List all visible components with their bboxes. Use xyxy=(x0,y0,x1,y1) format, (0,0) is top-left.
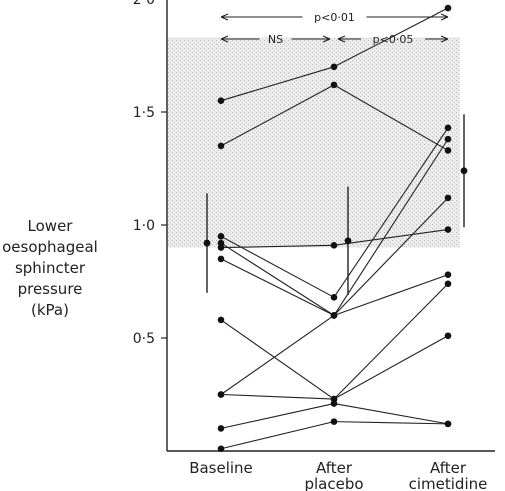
significance-arrowhead xyxy=(440,13,449,21)
y-axis-label: Lower oesophageal sphincter pressure (kPa) xyxy=(2,217,98,319)
significance-label: NS xyxy=(268,33,283,46)
y-axis-label-line: Lower xyxy=(28,217,74,235)
normal-range-band xyxy=(167,37,460,248)
data-point xyxy=(444,420,452,428)
data-point xyxy=(330,418,338,425)
data-point xyxy=(217,391,225,398)
subject-line xyxy=(333,127,449,298)
subject-line xyxy=(220,244,335,249)
data-point xyxy=(444,194,452,202)
subject-line xyxy=(333,402,449,425)
subject-line xyxy=(220,421,335,450)
mean-point xyxy=(203,239,211,247)
data-point xyxy=(444,271,452,279)
subject-line xyxy=(333,421,449,425)
data-point xyxy=(217,97,225,104)
data-point xyxy=(217,316,225,324)
y-axis-label-line: sphincter xyxy=(15,259,86,277)
y-axis-label-line: oesophageal xyxy=(2,238,98,256)
y-tick-label: 1·0 xyxy=(133,218,155,234)
subject-line xyxy=(220,66,335,102)
subject-line xyxy=(220,314,335,395)
significance-arrowhead xyxy=(337,35,346,43)
subject-line xyxy=(333,335,449,400)
data-point xyxy=(217,233,225,240)
y-axis-label-line: pressure xyxy=(18,280,83,298)
subject-line xyxy=(333,197,449,316)
x-category-label: placebo xyxy=(304,475,363,491)
data-point xyxy=(330,63,338,71)
data-point xyxy=(217,445,225,453)
data-point xyxy=(330,395,338,403)
data-point xyxy=(330,81,338,89)
subject-line xyxy=(333,138,449,316)
significance-arrowhead xyxy=(322,35,331,43)
subject-line xyxy=(220,393,335,400)
data-point xyxy=(330,312,338,319)
subject-line xyxy=(220,258,335,316)
x-category-label: After xyxy=(316,459,353,477)
x-category-label: After xyxy=(430,459,467,477)
significance-arrowhead xyxy=(220,13,229,21)
data-point xyxy=(444,226,452,233)
data-point xyxy=(444,147,452,154)
data-point xyxy=(444,280,452,288)
significance-label: p<0·01 xyxy=(314,11,355,24)
subject-line xyxy=(220,242,335,316)
data-point xyxy=(330,294,338,301)
data-point xyxy=(444,124,452,132)
x-category-label: Baseline xyxy=(189,459,253,477)
x-category-label: cimetidine xyxy=(409,475,488,491)
subject-line xyxy=(220,235,335,298)
subject-line xyxy=(333,228,449,246)
subject-line xyxy=(333,274,449,316)
y-tick-label: 2·0 xyxy=(133,0,155,8)
significance-arrowhead xyxy=(440,35,449,43)
y-tick-label: 0·5 xyxy=(133,331,155,347)
data-point xyxy=(217,239,225,247)
data-point xyxy=(444,332,452,340)
y-axis-label-line: (kPa) xyxy=(31,301,69,319)
data-point xyxy=(330,400,338,407)
data-point xyxy=(444,4,452,12)
subject-line xyxy=(220,319,335,400)
data-point xyxy=(217,244,225,251)
subject-line xyxy=(333,283,449,400)
mean-point xyxy=(344,237,352,245)
data-point xyxy=(217,425,225,432)
data-point xyxy=(217,142,225,150)
data-point xyxy=(217,255,225,263)
data-point xyxy=(330,242,338,249)
subject-line xyxy=(220,403,335,429)
data-point xyxy=(444,135,452,143)
significance-arrowhead xyxy=(220,35,229,43)
subject-line xyxy=(333,84,449,151)
subject-line xyxy=(220,84,335,147)
y-tick-label: 1·5 xyxy=(133,105,155,121)
mean-point xyxy=(460,167,468,175)
significance-label: p<0·05 xyxy=(373,33,414,46)
subject-line xyxy=(333,7,449,68)
